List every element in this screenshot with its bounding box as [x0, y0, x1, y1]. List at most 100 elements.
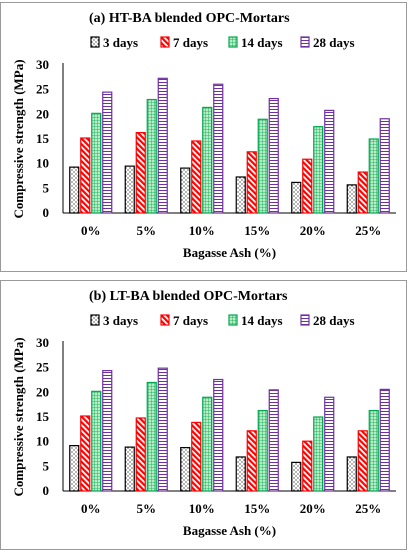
chart-panel-b: (b) LT-BA blended OPC-Mortars 3 days 7 day…	[0, 280, 407, 550]
bar	[257, 118, 268, 214]
bar	[191, 140, 202, 214]
bar	[357, 171, 368, 214]
bar	[69, 445, 80, 492]
bar	[146, 98, 157, 214]
bar	[291, 461, 302, 492]
legend-item: 3 days	[90, 35, 138, 50]
bar	[157, 77, 168, 214]
bar	[135, 131, 146, 214]
legend-label: 28 days	[313, 313, 355, 328]
bar	[346, 456, 357, 492]
bar	[246, 430, 257, 492]
bar	[346, 184, 357, 214]
bar	[313, 416, 324, 492]
legend-swatch	[228, 36, 238, 48]
bar	[102, 91, 113, 214]
legend-label: 3 days	[103, 313, 138, 328]
bar	[102, 370, 113, 492]
legend-item: 28 days	[300, 35, 355, 50]
x-tick-label: 10%	[189, 223, 215, 238]
bar	[235, 456, 246, 492]
bar	[146, 381, 157, 492]
bar	[213, 83, 224, 214]
bar	[157, 367, 168, 492]
legend-swatch	[300, 36, 310, 48]
bar	[302, 440, 313, 492]
x-tick-label: 10%	[189, 501, 215, 516]
y-tick-label: 10	[36, 434, 49, 449]
bar	[191, 421, 202, 492]
legend-swatch	[300, 314, 310, 326]
y-tick-label: 20	[36, 106, 49, 121]
y-tick-label: 5	[43, 458, 50, 473]
y-tick-label: 20	[36, 384, 49, 399]
bar	[324, 109, 335, 214]
legend-item: 14 days	[228, 35, 283, 50]
bar	[324, 396, 335, 492]
x-tick-label: 15%	[244, 501, 270, 516]
bar	[368, 138, 379, 214]
y-tick-label: 25	[36, 82, 50, 97]
bar	[91, 112, 102, 214]
legend-label: 7 days	[173, 313, 208, 328]
x-tick-label: 5%	[137, 501, 157, 516]
bar	[213, 378, 224, 492]
x-axis-label: Bagasse Ash (%)	[183, 523, 276, 538]
bar	[379, 118, 390, 214]
bar	[357, 430, 368, 492]
bar	[124, 446, 135, 492]
chart-a-svg: (a) HT-BA blended OPC-Mortars 3 days 7 day…	[11, 11, 396, 260]
bar	[257, 409, 268, 492]
legend-swatch	[90, 314, 100, 326]
legend-item: 7 days	[160, 35, 208, 50]
y-tick-label: 5	[43, 180, 50, 195]
x-tick-label: 0%	[81, 223, 101, 238]
y-tick-label: 30	[36, 335, 49, 350]
chart-title: (a) HT-BA blended OPC-Mortars	[89, 11, 290, 26]
legend-swatch	[160, 36, 170, 48]
x-tick-label: 25%	[355, 501, 381, 516]
legend-item: 3 days	[90, 313, 138, 328]
x-tick-label: 15%	[244, 223, 270, 238]
y-tick-label: 0	[43, 205, 50, 220]
y-axis-label: Compressive strength (MPa)	[11, 59, 26, 218]
y-tick-label: 10	[36, 156, 49, 171]
bar	[80, 415, 91, 492]
y-tick-label: 15	[36, 409, 50, 424]
y-tick-label: 0	[43, 483, 50, 498]
legend-label: 3 days	[103, 35, 138, 50]
x-tick-label: 25%	[355, 223, 381, 238]
legend-label: 28 days	[313, 35, 355, 50]
bar	[246, 151, 257, 214]
bar	[379, 388, 390, 492]
legend-label: 14 days	[241, 35, 283, 50]
legend-item: 28 days	[300, 313, 355, 328]
legend-swatch	[228, 314, 238, 326]
x-axis-label: Bagasse Ash (%)	[183, 245, 276, 260]
bar	[202, 106, 213, 214]
bar	[202, 396, 213, 492]
bar	[291, 181, 302, 214]
y-tick-label: 25	[36, 360, 50, 375]
legend-item: 14 days	[228, 313, 283, 328]
legend-item: 7 days	[160, 313, 208, 328]
bar	[135, 417, 146, 492]
chart-b-svg: (b) LT-BA blended OPC-Mortars 3 days 7 day…	[11, 289, 396, 538]
bar	[91, 390, 102, 492]
bar	[268, 389, 279, 492]
x-tick-label: 5%	[137, 223, 157, 238]
x-tick-label: 0%	[81, 501, 101, 516]
bar	[180, 167, 191, 214]
chart-title: (b) LT-BA blended OPC-Mortars	[89, 289, 288, 304]
bar	[313, 126, 324, 214]
bar	[235, 176, 246, 214]
legend-swatch	[160, 314, 170, 326]
legend-label: 14 days	[241, 313, 283, 328]
x-tick-label: 20%	[300, 501, 326, 516]
y-axis-label: Compressive strength (MPa)	[11, 337, 26, 496]
bar	[69, 166, 80, 214]
chart-panel-a: (a) HT-BA blended OPC-Mortars 3 days 7 day…	[0, 2, 407, 272]
bar	[180, 446, 191, 492]
x-tick-label: 20%	[300, 223, 326, 238]
bar	[124, 165, 135, 214]
